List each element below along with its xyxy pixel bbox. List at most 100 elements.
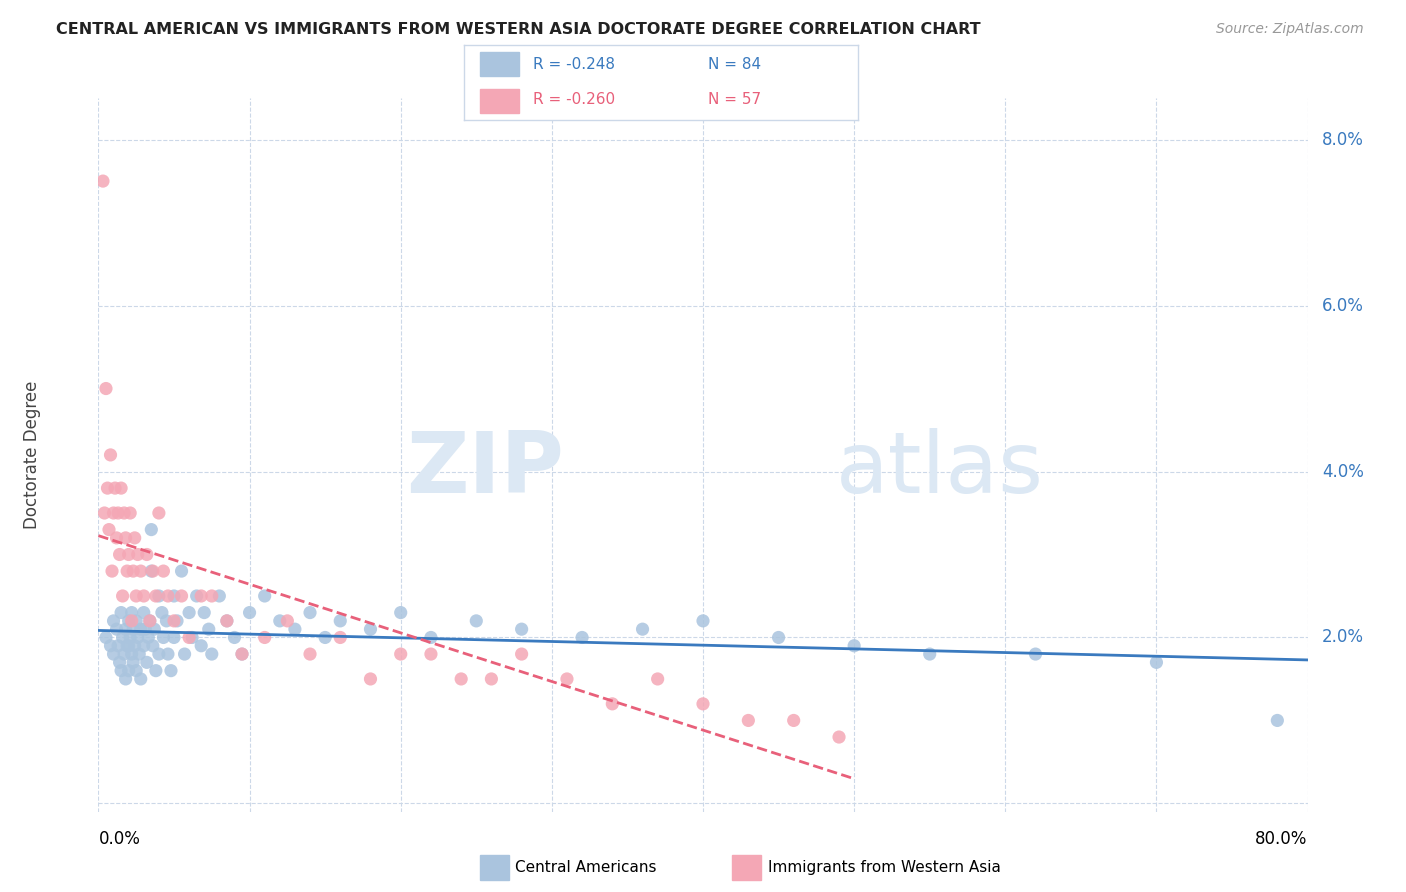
Point (104, 481, 127, 495)
Point (107, 506, 129, 520)
Point (465, 614, 488, 628)
Point (122, 622, 145, 636)
Point (98, 523, 121, 537)
Point (197, 622, 219, 636)
Point (122, 564, 145, 578)
Point (481, 672, 503, 686)
Text: ZIP: ZIP (406, 427, 564, 511)
Point (181, 631, 204, 645)
Point (152, 631, 174, 645)
Point (115, 639, 138, 653)
Point (94, 631, 117, 645)
Point (127, 548, 149, 562)
Point (127, 631, 149, 645)
Point (269, 614, 291, 628)
Point (156, 589, 179, 603)
Point (276, 614, 298, 628)
Point (571, 631, 593, 645)
Point (510, 622, 533, 636)
Point (103, 614, 125, 628)
Text: 6.0%: 6.0% (1322, 296, 1364, 315)
Text: N = 57: N = 57 (709, 93, 761, 107)
Point (828, 730, 851, 744)
Point (136, 631, 159, 645)
Point (215, 614, 238, 628)
Text: R = -0.260: R = -0.260 (533, 93, 614, 107)
Point (186, 589, 208, 603)
Point (389, 606, 412, 620)
Point (692, 614, 714, 628)
Text: 80.0%: 80.0% (1256, 830, 1308, 847)
Point (160, 664, 183, 678)
Text: CENTRAL AMERICAN VS IMMIGRANTS FROM WESTERN ASIA DOCTORATE DEGREE CORRELATION CH: CENTRAL AMERICAN VS IMMIGRANTS FROM WEST… (56, 22, 981, 37)
Point (150, 606, 173, 620)
Text: atlas: atlas (837, 427, 1045, 511)
Point (148, 589, 170, 603)
Point (132, 589, 155, 603)
Point (201, 589, 224, 603)
Point (737, 714, 759, 728)
Point (224, 631, 246, 645)
Point (1024, 647, 1046, 661)
Point (389, 647, 412, 661)
Point (125, 614, 148, 628)
Point (768, 631, 790, 645)
Point (128, 647, 150, 661)
Point (114, 531, 136, 545)
Point (118, 614, 141, 628)
Point (121, 606, 143, 620)
Point (450, 672, 472, 686)
Point (103, 506, 125, 520)
Text: 8.0%: 8.0% (1322, 130, 1364, 149)
Point (177, 631, 201, 645)
Point (141, 523, 163, 537)
Bar (479, 52, 519, 77)
Point (120, 506, 142, 520)
Point (101, 564, 124, 578)
Point (139, 614, 162, 628)
Point (170, 564, 193, 578)
Point (145, 664, 167, 678)
Point (166, 614, 188, 628)
Point (329, 631, 352, 645)
Point (142, 639, 165, 653)
Point (135, 656, 157, 670)
Point (145, 589, 167, 603)
Point (132, 639, 155, 653)
Point (114, 622, 136, 636)
Point (93, 506, 115, 520)
Point (129, 564, 152, 578)
Point (155, 614, 177, 628)
Text: R = -0.248: R = -0.248 (533, 57, 614, 72)
Bar (733, 855, 761, 880)
Point (1265, 714, 1288, 728)
Point (114, 672, 136, 686)
Point (112, 506, 135, 520)
Point (177, 606, 201, 620)
Point (173, 647, 195, 661)
Point (215, 614, 238, 628)
Point (94, 382, 117, 396)
Point (510, 647, 533, 661)
Point (253, 631, 276, 645)
Point (118, 639, 141, 653)
Point (108, 548, 131, 562)
Text: Central Americans: Central Americans (516, 860, 657, 875)
Point (329, 614, 352, 628)
Point (284, 622, 307, 636)
Point (360, 672, 382, 686)
Point (844, 639, 866, 653)
Point (129, 622, 152, 636)
Point (239, 606, 262, 620)
Point (108, 656, 131, 670)
Point (190, 589, 212, 603)
Text: 0.0%: 0.0% (98, 830, 141, 847)
Point (122, 656, 145, 670)
Point (163, 589, 186, 603)
Point (602, 697, 624, 711)
Point (360, 622, 382, 636)
Point (118, 664, 141, 678)
Point (299, 606, 322, 620)
Point (121, 647, 143, 661)
Point (110, 664, 132, 678)
